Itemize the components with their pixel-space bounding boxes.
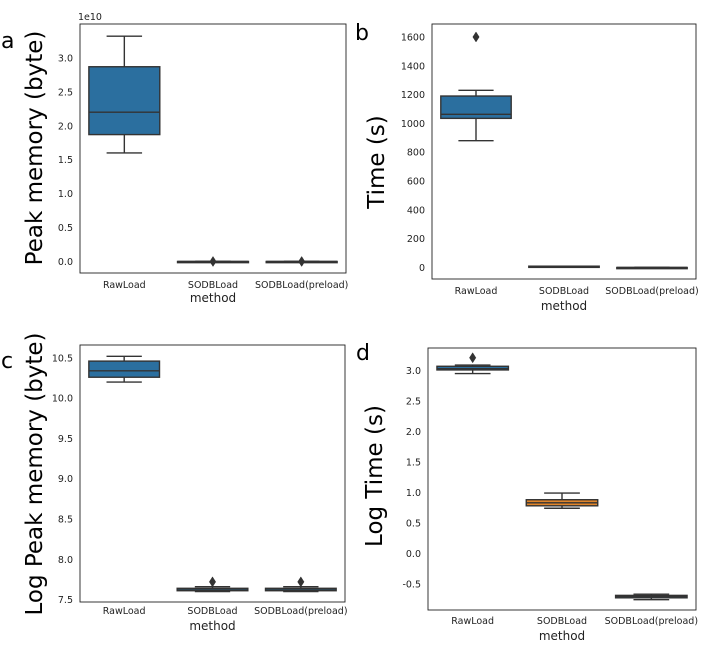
box-body — [88, 360, 161, 378]
box-rawload — [436, 352, 510, 375]
x-tick-label: RawLoad — [103, 280, 146, 291]
y-tick-label: 2.5 — [58, 87, 73, 98]
panel-a: 0.0 0.5 1.0 1.5 2.0 2.5 3.0 RawLoad SODBLoad SODB… — [1, 12, 348, 305]
y-tick-label: 800 — [407, 148, 425, 159]
y-tick-label: 0.0 — [58, 257, 73, 268]
box-sodbload-preload- — [265, 256, 338, 267]
box-sodbload-preload- — [616, 266, 688, 270]
y-tick-label: 200 — [407, 234, 425, 245]
x-axis-label: method — [539, 629, 585, 643]
panel-label: d — [356, 341, 370, 366]
y-tick-label: 1.5 — [406, 457, 421, 468]
y-tick-label: 10.5 — [52, 353, 73, 364]
x-tick-label: SODBLoad — [188, 280, 238, 291]
panel-label: b — [355, 21, 369, 46]
x-tick-label: SODBLoad(preload) — [605, 286, 698, 297]
panel-label: a — [1, 29, 14, 54]
plot-frame — [431, 23, 697, 280]
y-tick-label: 1.5 — [58, 155, 73, 166]
y-tick-label: 1000 — [401, 119, 425, 130]
x-tick-label: RawLoad — [451, 616, 494, 627]
x-tick-label: RawLoad — [103, 606, 146, 617]
outlier-marker — [472, 31, 480, 43]
box-sodbload — [176, 256, 250, 267]
y-tick-label: 9.0 — [58, 474, 73, 485]
outlier-marker — [297, 576, 305, 588]
y-tick-label: 3.0 — [58, 53, 73, 64]
box-sodbload-preload- — [614, 593, 688, 601]
box-rawload — [88, 35, 161, 154]
panel-b: 0 200 400 600 800 1000 1200 1400 1600 RawLoad SODB… — [355, 21, 699, 313]
y-tick-label: 9.5 — [58, 434, 73, 445]
y-tick-label: 0.0 — [406, 549, 421, 560]
y-tick-label: -0.5 — [402, 579, 421, 590]
y-tick-label: 1200 — [401, 90, 425, 101]
y-tick-label: 2.0 — [406, 427, 421, 438]
y-tick-label: 3.0 — [406, 366, 421, 377]
plot-frame — [427, 347, 697, 611]
y-tick-label: 0 — [419, 263, 425, 274]
x-tick-label: SODBLoad — [539, 286, 589, 297]
x-tick-label: SODBLoad — [537, 616, 587, 627]
box-body — [440, 95, 512, 120]
outlier-marker — [469, 352, 477, 364]
box-rawload — [88, 355, 161, 383]
y-tick-label: 600 — [407, 177, 425, 188]
y-tick-label: 8.5 — [58, 515, 73, 526]
box-sodbload — [528, 265, 600, 269]
y-tick-label: 0.5 — [406, 518, 421, 529]
plot-frame — [79, 344, 346, 603]
outlier-marker — [209, 256, 217, 267]
y-tick-label: 2.0 — [58, 121, 73, 132]
y-tick-label: 400 — [407, 205, 425, 216]
x-tick-label: RawLoad — [455, 286, 498, 297]
y-axis-label: Time (s) — [364, 115, 390, 210]
y-axis-label: Peak memory (byte) — [22, 31, 48, 266]
y-tick-label: 1400 — [401, 61, 425, 72]
y-tick-label: 0.5 — [58, 223, 73, 234]
x-tick-label: SODBLoad(preload) — [254, 606, 347, 617]
panel-label: c — [1, 349, 13, 374]
box-sodbload — [176, 576, 249, 593]
x-tick-label: SODBLoad — [187, 606, 237, 617]
y-tick-label: 7.5 — [58, 595, 73, 606]
outlier-marker — [209, 576, 216, 588]
x-tick-label: SODBLoad(preload) — [255, 280, 348, 291]
x-tick-label: SODBLoad(preload) — [605, 616, 698, 627]
box-sodbload — [525, 492, 599, 509]
y-tick-label: 2.5 — [406, 397, 421, 408]
panel-c: 7.5 8.0 8.5 9.0 9.5 10.0 10.5 RawLoad SODBLoad SO… — [1, 332, 348, 633]
panel-d: -0.5 0.0 0.5 1.0 1.5 2.0 2.5 3.0 RawLoad SODBLoad… — [356, 341, 698, 643]
y-axis-label: Log Time (s) — [362, 405, 388, 547]
outlier-marker — [298, 256, 306, 267]
y-tick-label: 1.0 — [58, 189, 73, 200]
box-rawload — [440, 31, 512, 142]
y-axis-label: Log Peak memory (byte) — [22, 332, 48, 615]
x-axis-label: method — [541, 299, 587, 313]
x-axis-label: method — [189, 619, 235, 633]
x-axis-label: method — [190, 291, 236, 305]
box-sodbload-preload- — [264, 576, 337, 593]
y-tick-label: 8.0 — [58, 555, 73, 566]
y-tick-label: 10.0 — [52, 394, 73, 405]
plot-frame — [79, 23, 347, 274]
y-tick-label: 1600 — [401, 32, 425, 43]
box-body — [88, 66, 161, 136]
y-axis-offset-label: 1e10 — [78, 12, 102, 23]
y-tick-label: 1.0 — [406, 488, 421, 499]
